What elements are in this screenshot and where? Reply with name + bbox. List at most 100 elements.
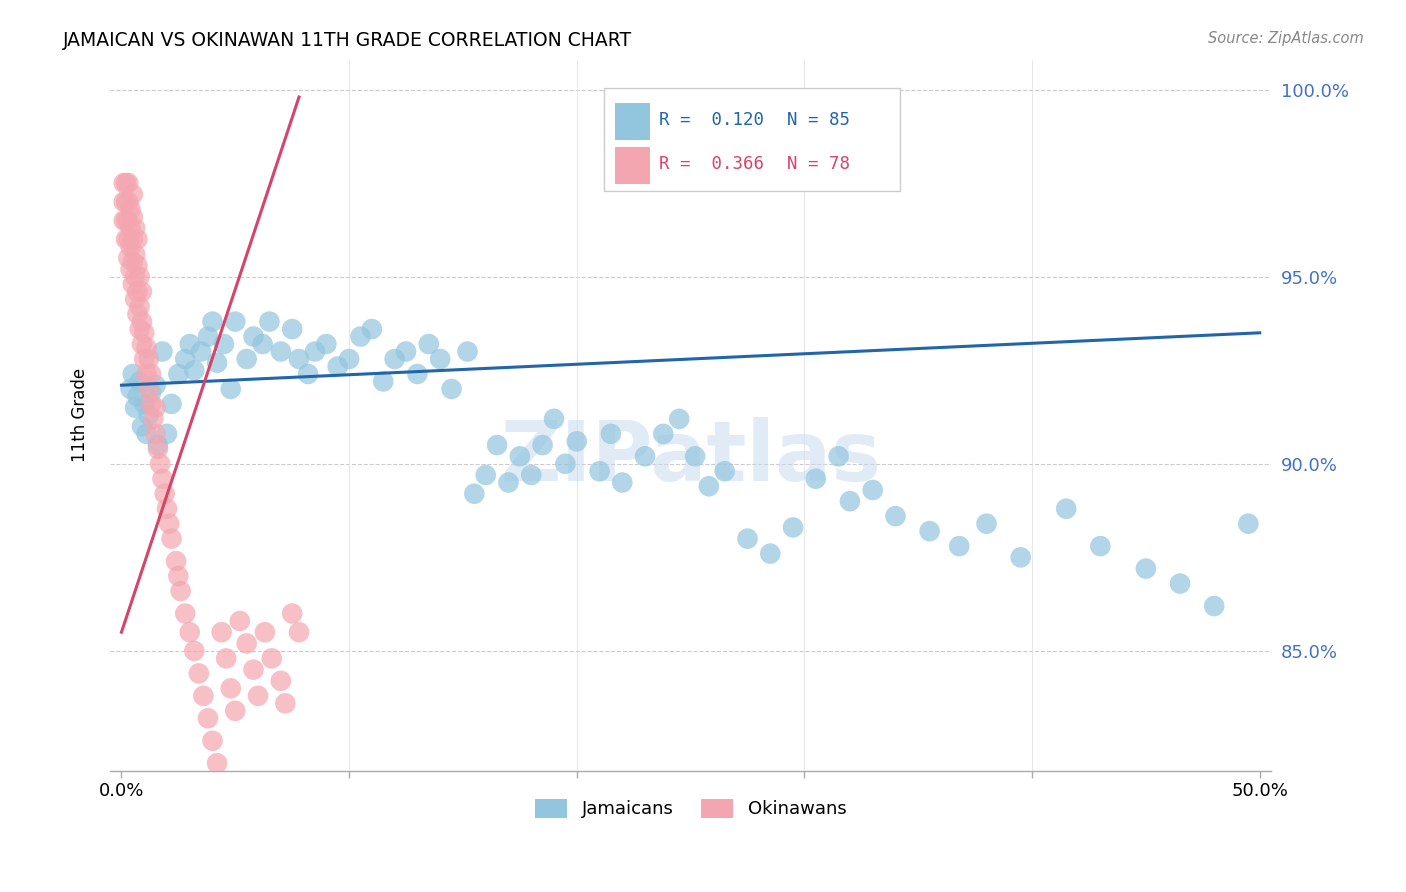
Point [976, 516, 998, 531]
Point [205, 756, 228, 771]
Point [160, 532, 183, 546]
Point [179, 625, 201, 640]
Point [127, 285, 149, 299]
Point [212, 337, 235, 351]
Point [205, 356, 228, 370]
Point [884, 509, 907, 524]
Point [270, 673, 292, 688]
Text: JAMAICAN VS OKINAWAN 11TH GRADE CORRELATION CHART: JAMAICAN VS OKINAWAN 11TH GRADE CORRELAT… [63, 31, 633, 50]
Point [486, 438, 509, 452]
Point [152, 344, 174, 359]
Point [135, 367, 157, 381]
Point [115, 213, 138, 227]
Point [668, 412, 690, 426]
Point [183, 644, 205, 658]
Point [134, 397, 156, 411]
Point [588, 464, 610, 478]
Point [349, 329, 371, 343]
Point [128, 300, 150, 314]
Point [134, 351, 156, 366]
Point [197, 329, 219, 343]
Point [193, 689, 215, 703]
Point [260, 651, 283, 665]
Point [121, 187, 143, 202]
Point [252, 337, 274, 351]
Point [115, 176, 138, 190]
Point [520, 468, 543, 483]
Point [288, 351, 311, 366]
Point [759, 547, 782, 561]
Point [782, 520, 804, 534]
Text: R =  0.366: R = 0.366 [659, 155, 765, 173]
Point [288, 625, 311, 640]
Point [1054, 501, 1077, 516]
Point [418, 337, 440, 351]
Point [253, 625, 276, 640]
Text: N = 85: N = 85 [787, 111, 851, 129]
Point [395, 344, 418, 359]
Point [121, 277, 143, 292]
Point [115, 194, 138, 209]
Point [224, 704, 246, 718]
Point [274, 696, 297, 710]
Bar [614, 147, 650, 184]
Point [124, 247, 146, 261]
Point [128, 322, 150, 336]
Point [117, 176, 139, 190]
Point [131, 419, 153, 434]
Point [190, 344, 212, 359]
Point [117, 232, 139, 246]
Point [145, 426, 167, 441]
Point [139, 367, 162, 381]
Point [117, 251, 139, 265]
Point [131, 337, 153, 351]
Point [146, 438, 169, 452]
Point [149, 457, 172, 471]
Point [167, 569, 190, 583]
Point [918, 524, 941, 538]
Point [498, 475, 520, 490]
Point [197, 711, 219, 725]
Point [247, 689, 270, 703]
Point [145, 378, 167, 392]
Point [652, 426, 675, 441]
Point [440, 382, 463, 396]
Point [713, 464, 735, 478]
Bar [614, 103, 650, 140]
Point [270, 344, 292, 359]
Point [1237, 516, 1260, 531]
Point [135, 426, 157, 441]
Point [112, 213, 135, 227]
Point [179, 337, 201, 351]
Point [201, 733, 224, 747]
Point [839, 494, 862, 508]
Point [124, 269, 146, 284]
Point [827, 450, 849, 464]
Point [565, 434, 588, 449]
Point [152, 472, 174, 486]
Point [235, 636, 257, 650]
Point [211, 625, 233, 640]
Point [304, 344, 326, 359]
Point [142, 412, 165, 426]
Point [360, 322, 382, 336]
Point [1204, 599, 1226, 613]
Point [259, 315, 281, 329]
Point [156, 426, 179, 441]
Point [156, 501, 179, 516]
Point [235, 351, 257, 366]
Point [131, 315, 153, 329]
Point [124, 292, 146, 306]
Point [1010, 550, 1032, 565]
Point [948, 539, 970, 553]
Point [224, 315, 246, 329]
Point [543, 412, 565, 426]
Point [804, 472, 827, 486]
Point [634, 450, 657, 464]
Text: N = 78: N = 78 [787, 155, 851, 173]
Point [242, 329, 264, 343]
Text: R =  0.120: R = 0.120 [659, 111, 765, 129]
Point [124, 401, 146, 415]
Point [120, 221, 142, 235]
Point [337, 351, 360, 366]
